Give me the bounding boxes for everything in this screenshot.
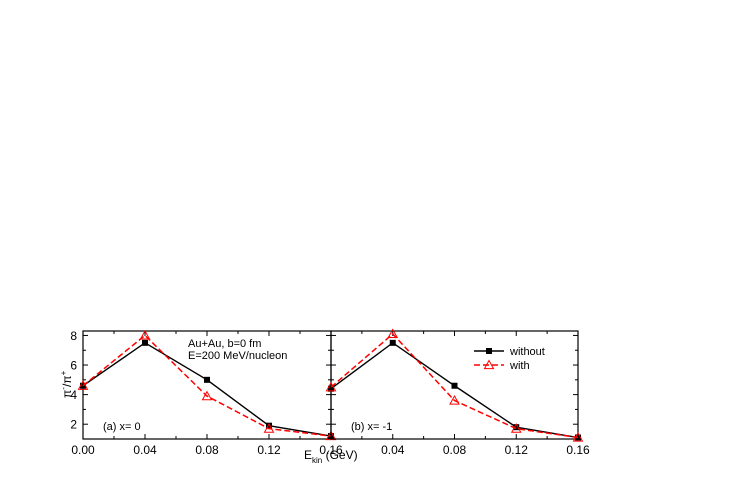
data-point-with (325, 430, 337, 441)
panel-label: (a) x= 0 (103, 421, 141, 433)
y-tick-label: 6 (70, 359, 77, 373)
y-axis-title: π-/π+ (59, 370, 74, 398)
legend-marker-without (486, 348, 492, 354)
data-point-with (77, 380, 89, 390)
x-tick-label: 0.04 (381, 443, 405, 457)
series-with (325, 328, 584, 442)
data-point-without (451, 382, 458, 389)
x-tick-label: 0.16 (319, 443, 343, 457)
data-point-with (572, 431, 584, 442)
x-tick-label: 0.08 (443, 443, 467, 457)
data-point-with (263, 423, 275, 433)
legend-label-with: with (509, 360, 530, 372)
legend: without with (474, 346, 545, 372)
data-point-without (513, 424, 520, 431)
data-point-without (204, 376, 210, 383)
x-tick-label: 0.08 (195, 443, 219, 457)
series-line-with (330, 332, 579, 439)
data-point-without (389, 339, 396, 346)
x-tick-label: 0.12 (257, 443, 281, 457)
series-line-with (82, 334, 332, 437)
x-tick-label: 0.16 (566, 443, 590, 457)
panel-b: 0.04 0.08 0.12 0.16 (b) x= -1 without with (325, 328, 590, 457)
panel-label: (b) x= -1 (351, 421, 392, 433)
x-tick-label: 0.00 (71, 443, 95, 457)
axis-titles: Ekin (GeV) π-/π+ (59, 370, 358, 465)
data-point-without (328, 385, 334, 392)
x-axis-title: Ekin (GeV) (304, 448, 358, 465)
y-tick-label: 4 (70, 388, 77, 402)
x-tick-label: 0.04 (133, 443, 157, 457)
y-tick-label: 8 (70, 329, 77, 343)
annotation-line: Au+Au, b=0 fm (188, 338, 261, 350)
legend-label-without: without (509, 346, 545, 358)
plot-panels: 2 4 6 8 0.00 0.04 0.08 0.12 0.16 (a) x= 0 Au+Au, b… (70, 328, 590, 457)
data-point-with (325, 381, 337, 392)
series-with (77, 329, 337, 441)
data-point-with (387, 328, 399, 339)
data-point-with (510, 423, 522, 433)
annotation-line: E=200 MeV/nucleon (188, 350, 287, 362)
data-point-with (139, 329, 151, 340)
data-point-without (142, 339, 148, 346)
data-point-with (449, 395, 460, 405)
x-tick-label: 0.12 (505, 443, 529, 457)
data-point-with (201, 390, 213, 401)
panel-a: 2 4 6 8 0.00 0.04 0.08 0.12 0.16 (a) x= 0 Au+Au, b… (70, 329, 343, 457)
legend-marker-with (483, 359, 495, 370)
y-tick-label: 2 (70, 418, 77, 432)
data-point-without (266, 422, 272, 429)
